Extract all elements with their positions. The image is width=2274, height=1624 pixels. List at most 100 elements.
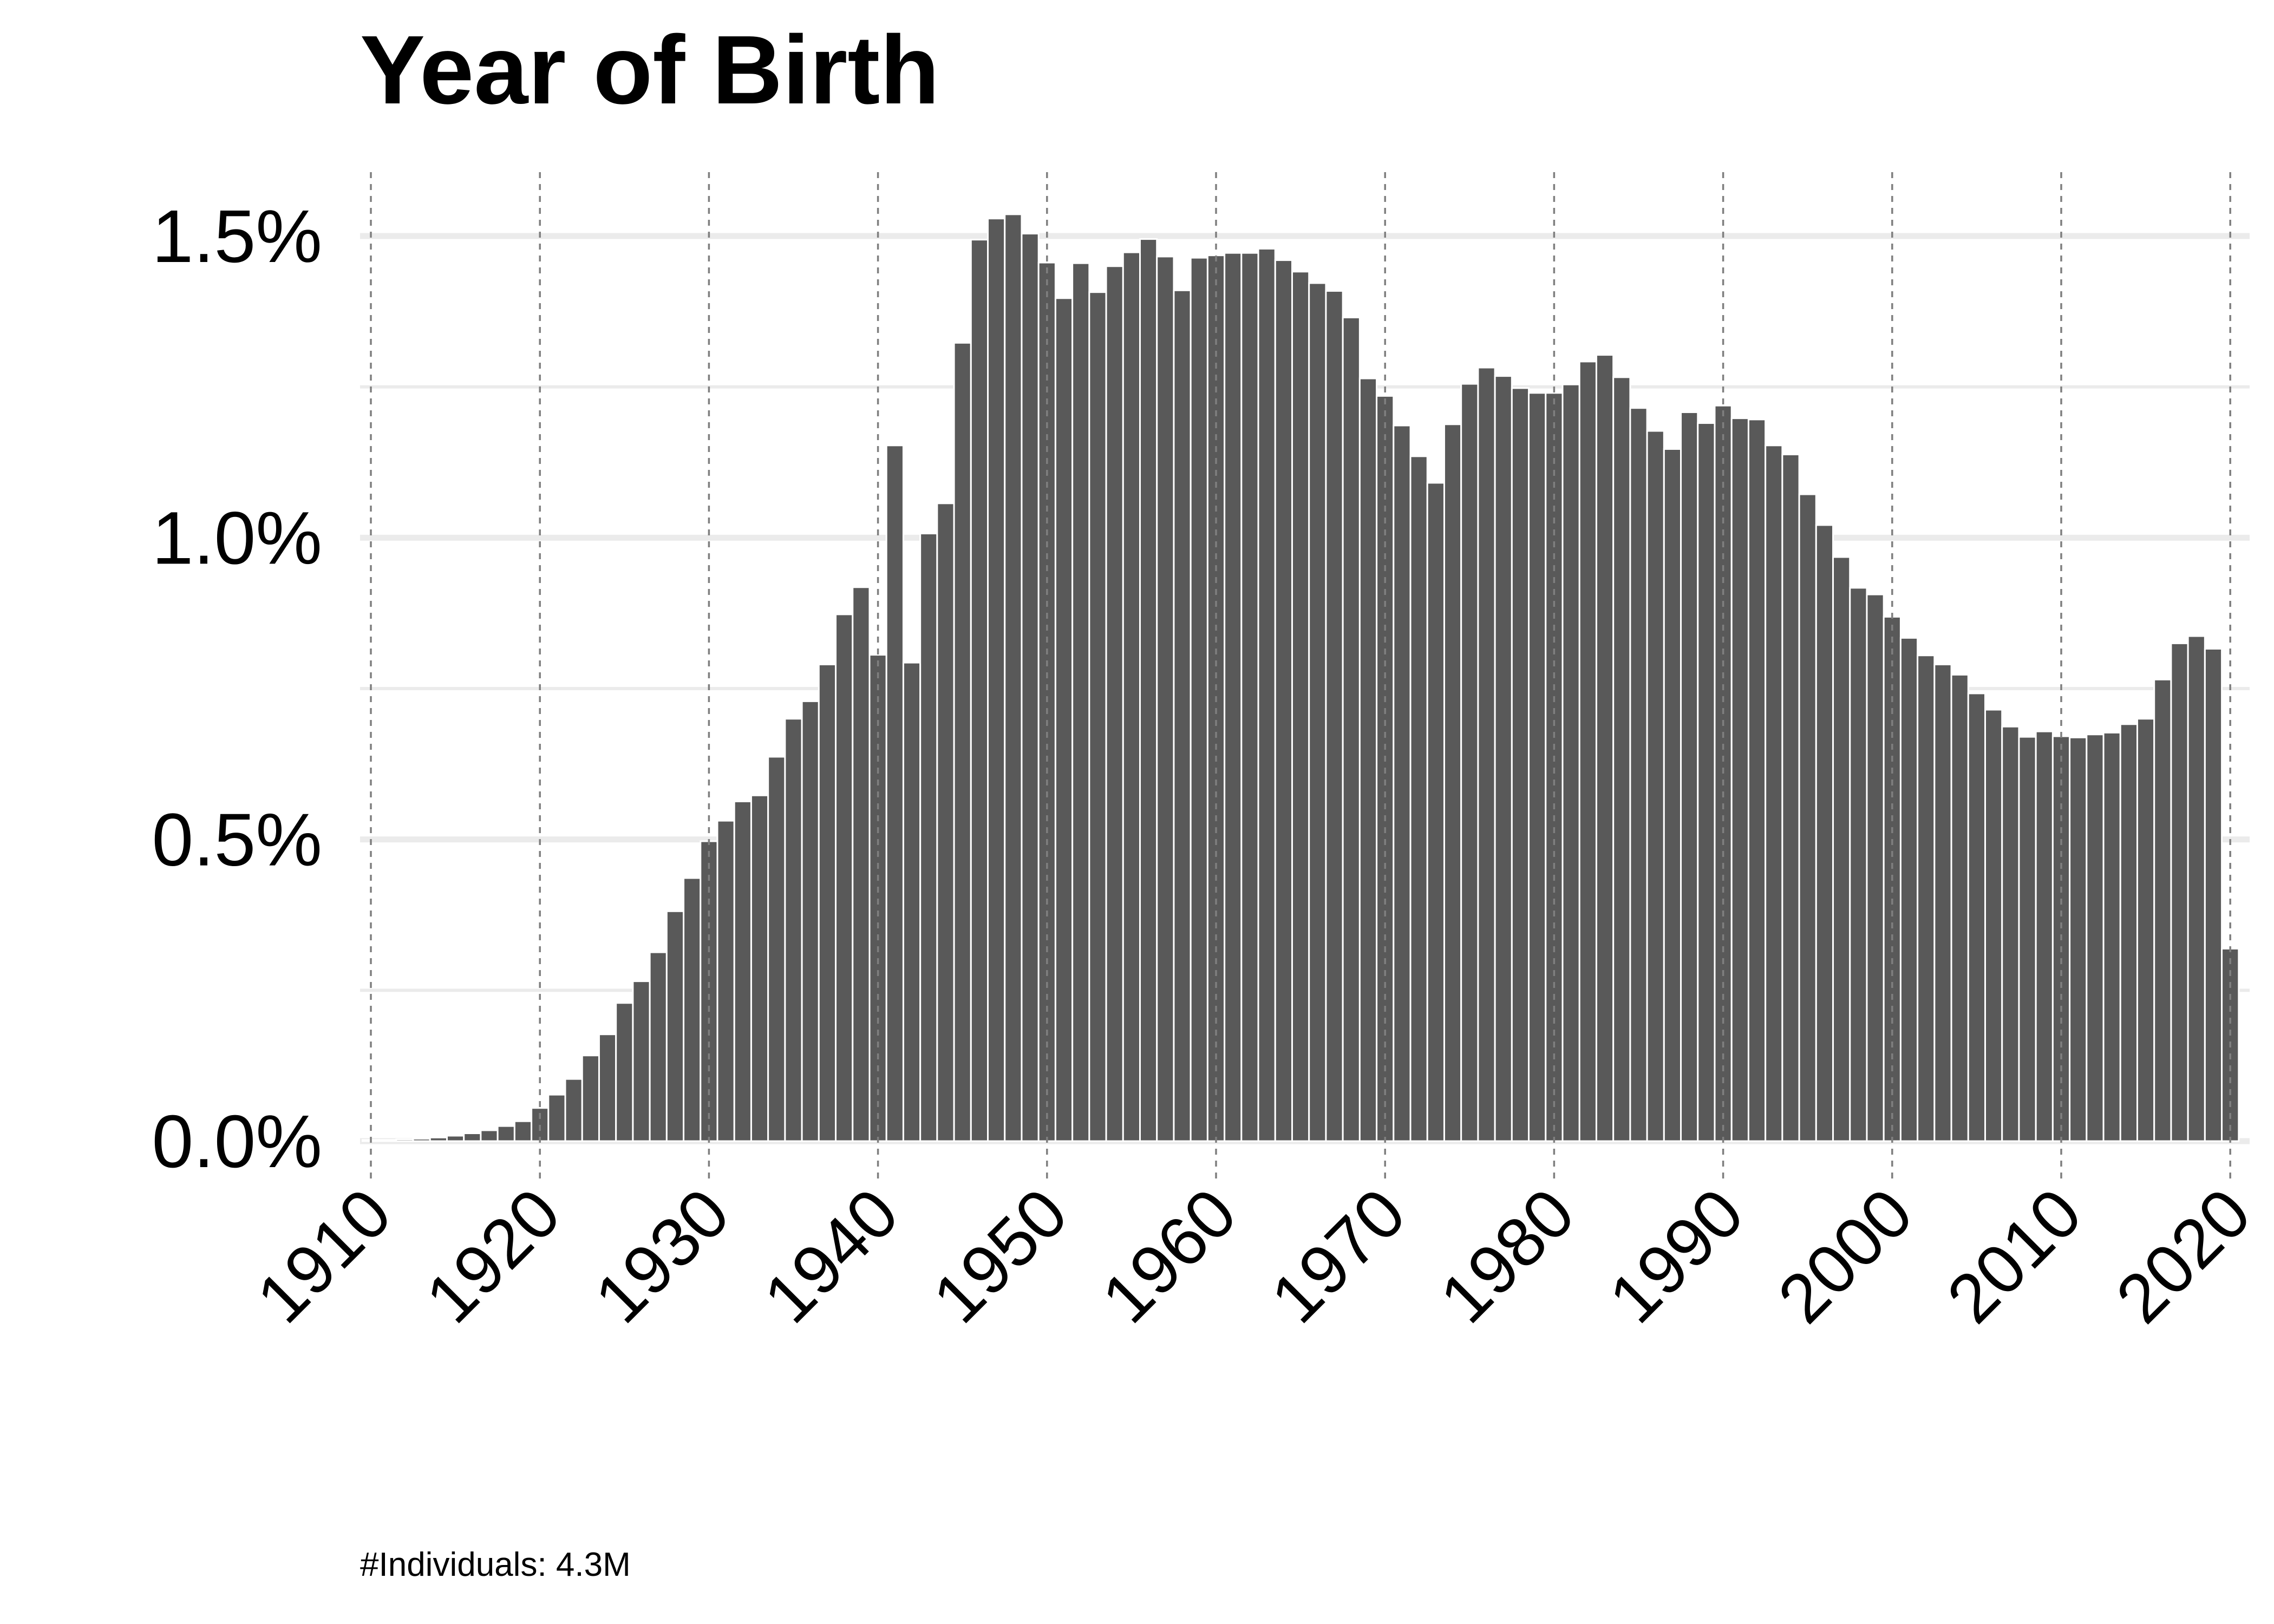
bar-1946 bbox=[970, 239, 989, 1142]
bar-1920 bbox=[531, 1107, 550, 1142]
bar-1985 bbox=[1629, 407, 1648, 1142]
bar-1953 bbox=[1088, 291, 1107, 1142]
bar-1975 bbox=[1460, 383, 1479, 1142]
bar-1925 bbox=[615, 1002, 634, 1142]
x-tick-label-1910: 1910 bbox=[242, 1174, 406, 1338]
bar-1965 bbox=[1291, 271, 1310, 1142]
bar-1947 bbox=[987, 218, 1006, 1142]
x-tick-label-2000: 2000 bbox=[1763, 1174, 1927, 1338]
bar-1972 bbox=[1409, 455, 1428, 1142]
bar-1984 bbox=[1612, 376, 1631, 1142]
individuals-caption: #Individuals: 4.3M bbox=[360, 1546, 631, 1583]
bar-1962 bbox=[1240, 252, 1259, 1142]
bar-1943 bbox=[919, 533, 938, 1142]
bar-1932 bbox=[733, 800, 752, 1142]
bar-1911 bbox=[378, 1139, 397, 1142]
x-tick-label-1980: 1980 bbox=[1426, 1174, 1589, 1338]
bar-1949 bbox=[1021, 233, 1040, 1142]
bar-1937 bbox=[818, 663, 837, 1142]
bar-1926 bbox=[632, 980, 651, 1142]
bar-1966 bbox=[1308, 282, 1327, 1142]
bar-2003 bbox=[1933, 663, 1952, 1142]
y-tick-label: 1.0% bbox=[152, 496, 322, 580]
bar-1944 bbox=[936, 502, 955, 1142]
x-tick-label-1990: 1990 bbox=[1595, 1174, 1758, 1338]
bar-1929 bbox=[683, 877, 702, 1142]
bar-1941 bbox=[885, 444, 904, 1142]
bar-1914 bbox=[429, 1136, 448, 1142]
bar-1938 bbox=[835, 613, 854, 1142]
bar-1956 bbox=[1139, 238, 1158, 1142]
bar-2009 bbox=[2035, 730, 2054, 1142]
bar-2013 bbox=[2102, 731, 2121, 1142]
bar-1999 bbox=[1866, 593, 1885, 1142]
bar-1918 bbox=[496, 1125, 515, 1142]
bar-1978 bbox=[1511, 387, 1530, 1142]
bar-1994 bbox=[1781, 454, 1800, 1142]
bar-1933 bbox=[750, 794, 769, 1142]
bar-2002 bbox=[1917, 654, 1936, 1142]
bar-2004 bbox=[1950, 673, 1969, 1142]
bar-1912 bbox=[395, 1138, 414, 1142]
bar-1928 bbox=[665, 910, 685, 1142]
y-tick-label: 0.0% bbox=[152, 1100, 322, 1183]
bar-1968 bbox=[1342, 316, 1361, 1142]
x-tick-label-1940: 1940 bbox=[749, 1174, 913, 1338]
bar-1976 bbox=[1477, 366, 1496, 1142]
bar-1974 bbox=[1443, 423, 1462, 1142]
bar-1986 bbox=[1646, 430, 1665, 1142]
bar-1979 bbox=[1528, 392, 1547, 1142]
y-tick-label: 0.5% bbox=[152, 798, 322, 882]
bar-1959 bbox=[1190, 257, 1208, 1142]
bar-2016 bbox=[2153, 678, 2172, 1142]
bar-1963 bbox=[1257, 247, 1276, 1142]
bar-1930 bbox=[700, 840, 718, 1142]
vertical-gridlines bbox=[370, 172, 2231, 1184]
bar-1916 bbox=[463, 1132, 482, 1142]
x-tick-label-1920: 1920 bbox=[411, 1174, 575, 1338]
bar-1913 bbox=[412, 1138, 431, 1142]
bar-2008 bbox=[2018, 736, 2037, 1142]
x-tick-label-1950: 1950 bbox=[918, 1174, 1082, 1338]
bar-1927 bbox=[649, 951, 668, 1142]
bar-1973 bbox=[1426, 482, 1445, 1142]
bar-1936 bbox=[801, 700, 820, 1142]
bar-1942 bbox=[902, 662, 922, 1142]
bar-1921 bbox=[547, 1093, 566, 1142]
bar-1919 bbox=[513, 1120, 533, 1142]
bar-1964 bbox=[1274, 259, 1293, 1142]
bar-2011 bbox=[2069, 736, 2088, 1142]
bar-1939 bbox=[852, 586, 871, 1142]
bar-2014 bbox=[2119, 723, 2138, 1142]
x-tick-label-1970: 1970 bbox=[1257, 1174, 1420, 1338]
bar-1988 bbox=[1680, 411, 1699, 1142]
bar-1969 bbox=[1358, 377, 1378, 1142]
bar-2019 bbox=[2204, 647, 2223, 1142]
bar-1948 bbox=[1004, 213, 1023, 1142]
bar-1958 bbox=[1173, 289, 1192, 1142]
x-tick-label-2020: 2020 bbox=[2102, 1174, 2265, 1338]
bar-2012 bbox=[2086, 734, 2105, 1142]
bar-2015 bbox=[2136, 718, 2155, 1142]
bar-2005 bbox=[1967, 692, 1987, 1142]
y-axis: 0.0% 0.5% 1.0% 1.5% bbox=[152, 195, 322, 1183]
bar-2017 bbox=[2170, 642, 2189, 1142]
bar-1955 bbox=[1122, 251, 1141, 1142]
x-tick-label-1930: 1930 bbox=[580, 1174, 744, 1338]
bar-1961 bbox=[1224, 252, 1243, 1142]
bar-1980 bbox=[1545, 392, 1564, 1142]
bar-1982 bbox=[1578, 361, 1597, 1142]
x-axis: 1910 1920 1930 1940 1950 1960 1970 1980 1990 2000… bbox=[242, 1174, 2265, 1338]
bar-1954 bbox=[1105, 265, 1124, 1142]
bar-1997 bbox=[1832, 556, 1851, 1142]
x-tick-label-2010: 2010 bbox=[1932, 1174, 2096, 1338]
bar-1987 bbox=[1663, 448, 1682, 1142]
bar-1934 bbox=[767, 756, 786, 1142]
bar-1983 bbox=[1595, 354, 1615, 1142]
bar-1935 bbox=[784, 718, 803, 1142]
bar-1931 bbox=[716, 820, 735, 1142]
bar-2001 bbox=[1899, 637, 1919, 1142]
x-tick-label-1960: 1960 bbox=[1087, 1174, 1251, 1338]
bar-1971 bbox=[1393, 424, 1412, 1142]
